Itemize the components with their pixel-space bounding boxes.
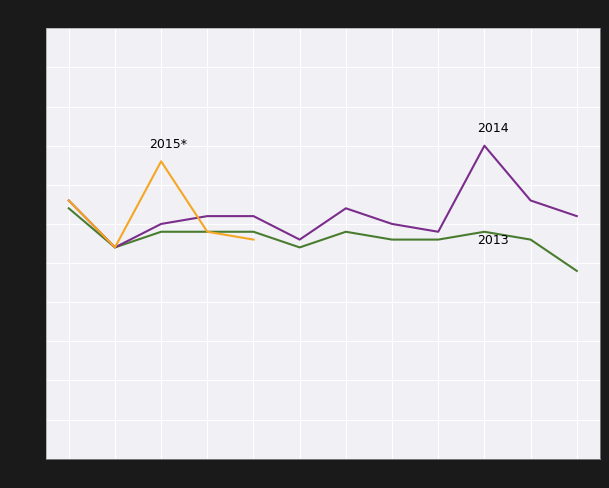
Text: 2015*: 2015* [150,137,188,150]
Text: 2014: 2014 [477,122,509,135]
Text: 2013: 2013 [477,234,509,247]
